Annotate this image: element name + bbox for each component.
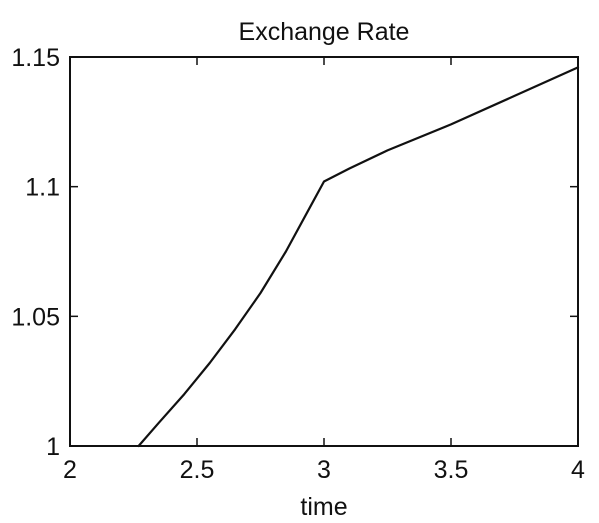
x-tick-label: 4: [571, 456, 585, 484]
y-tick-label: 1: [46, 433, 60, 461]
axis-ticks: [69, 56, 579, 447]
x-tick-label: 3: [317, 456, 331, 484]
y-tick-label: 1.15: [11, 44, 60, 72]
y-tick-label: 1.05: [11, 303, 60, 331]
exchange-rate-line: [137, 66, 580, 448]
x-tick-label: 2: [63, 456, 77, 484]
y-tick-label: 1.1: [25, 174, 60, 202]
x-tick-label: 3.5: [434, 456, 469, 484]
chart-title: Exchange Rate: [239, 18, 410, 46]
series-group: [137, 66, 580, 448]
plot-area: [69, 56, 579, 447]
axis-tick-labels: 2 2.5 3 3.5 4 1 1.05 1.1 1.15: [11, 44, 585, 484]
x-tick-label: 2.5: [180, 456, 215, 484]
plot-frame: [69, 56, 579, 447]
x-axis-label: time: [300, 493, 347, 521]
